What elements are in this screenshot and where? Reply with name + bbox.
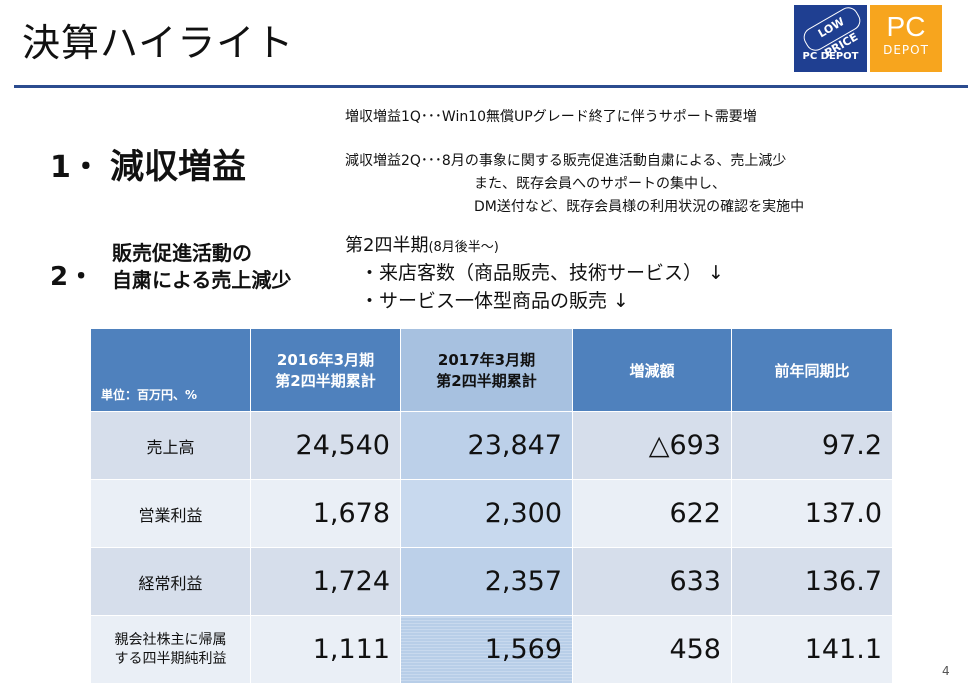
table-row: 営業利益 1,678 2,300 622 137.0 [90, 479, 893, 548]
page-number: 4 [942, 664, 950, 678]
section2-heading: 販売促進活動の 自粛による売上減少 [112, 240, 291, 294]
col-2017-header-line2: 第2四半期累計 [436, 372, 537, 390]
value-2016: 1,111 [250, 615, 401, 684]
col-2016-header: 2016年3月期 第2四半期累計 [250, 328, 401, 412]
table-row: 売上高 24,540 23,847 △693 97.2 [90, 411, 893, 480]
table-row: 親会社株主に帰属 する四半期純利益 1,111 1,569 458 141.1 [90, 615, 893, 684]
col-2017-header: 2017年3月期 第2四半期累計 [400, 328, 573, 412]
section2-bullet2: ・サービス一体型商品の販売 ↓ [360, 290, 629, 312]
row-label: 経常利益 [90, 547, 251, 616]
section2-heading-line2: 自粛による売上減少 [112, 268, 292, 292]
value-ratio: 136.7 [731, 547, 893, 616]
period-label: 第2四半期 [345, 235, 429, 256]
note-q2-cont1: また、既存会員へのサポートの集中し、 [474, 176, 726, 192]
section2-period: 第2四半期(8月後半～) [345, 231, 499, 257]
row-label: 親会社株主に帰属 する四半期純利益 [90, 615, 251, 684]
section2-heading-line1: 販売促進活動の [112, 241, 252, 265]
value-diff: 622 [572, 479, 732, 548]
col-diff-header: 増減額 [572, 328, 732, 412]
section1-heading: 減収増益 [110, 147, 246, 187]
row-label: 売上高 [90, 411, 251, 480]
page-title: 決算ハイライト [22, 21, 295, 65]
value-diff: △693 [572, 411, 732, 480]
value-2016: 1,678 [250, 479, 401, 548]
value-ratio: 97.2 [731, 411, 893, 480]
section1-number: 1・ [50, 150, 101, 185]
value-diff: 633 [572, 547, 732, 616]
brand-logo-pc: PC [886, 11, 926, 42]
value-ratio: 137.0 [731, 479, 893, 548]
note-q2-cont2: DM送付など、既存会員様の利用状況の確認を実施中 [474, 199, 805, 215]
col-2017-header-line1: 2017年3月期 [437, 351, 536, 369]
note-q2: 減収増益2Q･･･8月の事象に関する販売促進活動自粛による、売上減少 [345, 153, 787, 169]
value-2017: 2,357 [400, 547, 573, 616]
value-2016: 24,540 [250, 411, 401, 480]
section2-number: 2・ [50, 262, 95, 292]
note-q1: 増収増益1Q･･･Win10無償UPグレード終了に伴うサポート需要増 [345, 109, 757, 125]
col-ratio-header: 前年同期比 [731, 328, 893, 412]
col-2016-header-line2: 第2四半期累計 [275, 372, 376, 390]
low-price-pc-depot-logo: LOW PRICE PC DEPOT [794, 3, 867, 72]
period-note: (8月後半～) [428, 240, 499, 255]
results-table: 単位：百万円、% 2016年3月期 第2四半期累計 2017年3月期 第2四半期… [90, 328, 893, 684]
value-2016: 1,724 [250, 547, 401, 616]
row-label-line1: 親会社株主に帰属 [114, 631, 227, 648]
value-2017: 23,847 [400, 411, 573, 480]
row-label: 営業利益 [90, 479, 251, 548]
pc-depot-brand-logo: PC DEPOT [870, 5, 942, 72]
value-2017: 1,569 [400, 615, 573, 684]
table-header-row: 単位：百万円、% 2016年3月期 第2四半期累計 2017年3月期 第2四半期… [90, 328, 893, 412]
brand-logo-depot: DEPOT [883, 43, 929, 57]
value-2017: 2,300 [400, 479, 573, 548]
section2-bullet1: ・来店客数（商品販売、技術サービス） ↓ [360, 262, 724, 284]
title-divider [14, 85, 968, 88]
unit-header: 単位：百万円、% [90, 328, 251, 412]
pc-depot-logo-text: PC DEPOT [802, 51, 859, 62]
col-2016-header-line1: 2016年3月期 [276, 351, 375, 369]
value-diff: 458 [572, 615, 732, 684]
low-price-badge: LOW PRICE [800, 3, 864, 60]
row-label-line2: する四半期純利益 [114, 650, 227, 667]
value-ratio: 141.1 [731, 615, 893, 684]
table-row: 経常利益 1,724 2,357 633 136.7 [90, 547, 893, 616]
